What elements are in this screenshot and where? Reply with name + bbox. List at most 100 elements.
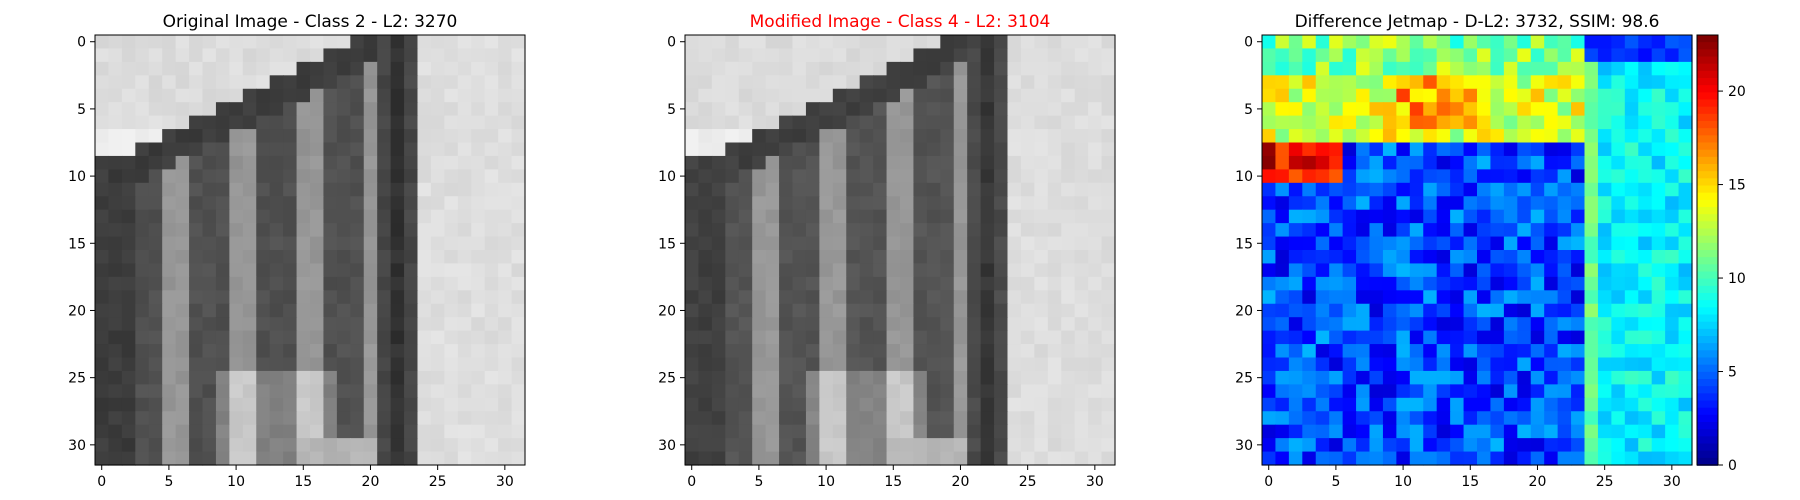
heatmap-cell — [270, 411, 284, 425]
heatmap-cell — [967, 75, 981, 89]
heatmap-cell — [485, 62, 499, 76]
heatmap-cell — [887, 210, 901, 224]
heatmap-cell — [1437, 237, 1451, 251]
heatmap-cell — [1571, 277, 1585, 291]
heatmap-cell — [229, 196, 243, 210]
y-tick-label: 25 — [1235, 371, 1253, 387]
heatmap-cell — [712, 277, 726, 291]
heatmap-cell — [1383, 290, 1397, 304]
heatmap-cell — [1021, 398, 1035, 412]
heatmap-cell — [873, 331, 887, 345]
heatmap-cell — [766, 317, 780, 331]
heatmap-cell — [498, 290, 512, 304]
heatmap-cell — [471, 263, 485, 277]
heatmap-cell — [779, 156, 793, 170]
colorbar-step — [1697, 393, 1718, 401]
heatmap-cell — [967, 169, 981, 183]
heatmap-cell — [1531, 425, 1545, 439]
heatmap-cell — [122, 48, 136, 62]
heatmap-cell — [1021, 452, 1035, 466]
heatmap-cell — [310, 196, 324, 210]
heatmap-cell — [873, 210, 887, 224]
heatmap-cell — [1048, 169, 1062, 183]
heatmap-cell — [364, 89, 378, 103]
heatmap-cell — [994, 223, 1008, 237]
heatmap-cell — [377, 196, 391, 210]
heatmap-cell — [1383, 169, 1397, 183]
heatmap-cell — [1437, 358, 1451, 372]
heatmap-cell — [1517, 371, 1531, 385]
heatmap-cell — [1437, 277, 1451, 291]
heatmap-cell — [229, 35, 243, 49]
heatmap-cell — [739, 398, 753, 412]
heatmap-cell — [444, 210, 458, 224]
heatmap-cell — [1490, 129, 1504, 143]
heatmap-cell — [1048, 344, 1062, 358]
heatmap-cell — [685, 129, 699, 143]
heatmap-cell — [860, 62, 874, 76]
heatmap-cell — [176, 156, 190, 170]
heatmap-cell — [900, 277, 914, 291]
heatmap-cell — [498, 210, 512, 224]
heatmap-cell — [1329, 116, 1343, 130]
heatmap-cell — [1490, 183, 1504, 197]
heatmap-cell — [1370, 196, 1384, 210]
heatmap-cell — [256, 35, 270, 49]
heatmap-cell — [1423, 425, 1437, 439]
heatmap-cell — [95, 290, 109, 304]
heatmap-cell — [364, 35, 378, 49]
heatmap-cell — [1008, 411, 1022, 425]
heatmap-cell — [1504, 196, 1518, 210]
heatmap-cell — [270, 304, 284, 318]
heatmap-cell — [122, 317, 136, 331]
heatmap-cell — [1008, 102, 1022, 116]
heatmap-cell — [1450, 411, 1464, 425]
heatmap-cell — [860, 371, 874, 385]
heatmap-cell — [350, 196, 364, 210]
heatmap-cell — [873, 237, 887, 251]
heatmap-cell — [954, 398, 968, 412]
heatmap-cell — [779, 371, 793, 385]
heatmap-cell — [1396, 317, 1410, 331]
heatmap-cell — [1477, 196, 1491, 210]
heatmap-cell — [1048, 143, 1062, 157]
heatmap-cell — [1517, 210, 1531, 224]
heatmap-cell — [1679, 102, 1693, 116]
heatmap-cell — [1410, 143, 1424, 157]
heatmap-cell — [149, 263, 163, 277]
heatmap-cell — [685, 290, 699, 304]
heatmap-cell — [1558, 304, 1572, 318]
heatmap-cell — [725, 116, 739, 130]
heatmap-cell — [1638, 143, 1652, 157]
heatmap-cell — [391, 223, 405, 237]
heatmap-cell — [900, 169, 914, 183]
heatmap-cell — [1638, 223, 1652, 237]
heatmap-cell — [1088, 384, 1102, 398]
heatmap-cell — [1289, 129, 1303, 143]
heatmap-cell — [685, 250, 699, 264]
heatmap-cell — [1558, 277, 1572, 291]
heatmap-cell — [1396, 35, 1410, 49]
heatmap-cell — [189, 425, 203, 439]
heatmap-cell — [1383, 371, 1397, 385]
heatmap-cell — [1021, 344, 1035, 358]
heatmap-cell — [1275, 62, 1289, 76]
heatmap-cell — [1329, 438, 1343, 452]
heatmap-cell — [1410, 89, 1424, 103]
heatmap-cell — [458, 398, 472, 412]
heatmap-cell — [162, 411, 176, 425]
heatmap-cell — [900, 290, 914, 304]
heatmap-cell — [485, 317, 499, 331]
heatmap-cell — [418, 223, 432, 237]
heatmap-cell — [203, 411, 217, 425]
heatmap-cell — [1075, 89, 1089, 103]
heatmap-cell — [1571, 384, 1585, 398]
heatmap-cell — [1598, 35, 1612, 49]
heatmap-cell — [203, 75, 217, 89]
heatmap-cell — [162, 156, 176, 170]
heatmap-cell — [698, 62, 712, 76]
heatmap-cell — [1558, 223, 1572, 237]
heatmap-cell — [752, 196, 766, 210]
heatmap-cell — [833, 411, 847, 425]
heatmap-cell — [1302, 398, 1316, 412]
